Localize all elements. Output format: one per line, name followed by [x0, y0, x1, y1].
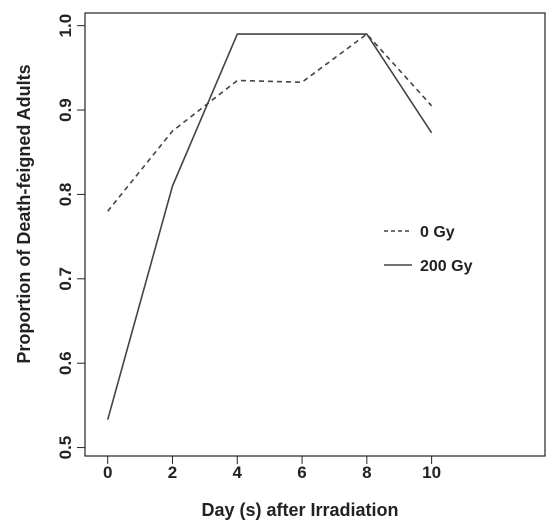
x-tick-label: 10: [422, 463, 441, 482]
legend: 0 Gy 200 Gy: [384, 224, 473, 275]
series-line-0-gy: [107, 33, 433, 212]
y-tick-label: 0.5: [56, 436, 75, 460]
plot-frame: [84, 12, 546, 457]
x-tick-label: 6: [297, 463, 306, 482]
y-tick-label: 0.6: [56, 351, 75, 375]
x-axis: 0 2 4 6 8 10: [103, 456, 441, 482]
x-tick-label: 0: [103, 463, 112, 482]
x-tick-label: 2: [168, 463, 177, 482]
y-tick-label: 0.8: [56, 183, 75, 207]
series-layer: [106, 33, 433, 420]
y-tick-label: 1.0: [56, 14, 75, 38]
x-axis-title: Day (s) after Irradiation: [201, 500, 398, 520]
y-axis-title: Proportion of Death-feigned Adults: [14, 64, 34, 363]
legend-label-0gy: 0 Gy: [420, 224, 455, 241]
x-tick-label: 8: [362, 463, 371, 482]
x-tick-label: 4: [233, 463, 243, 482]
series-line-200-gy: [106, 33, 433, 420]
y-tick-label: 0.7: [56, 267, 75, 291]
y-tick-label: 0.9: [56, 98, 75, 122]
legend-label-200gy: 200 Gy: [420, 258, 473, 275]
y-axis: 0.5 0.6 0.7 0.8 0.9 1.0: [56, 14, 85, 460]
